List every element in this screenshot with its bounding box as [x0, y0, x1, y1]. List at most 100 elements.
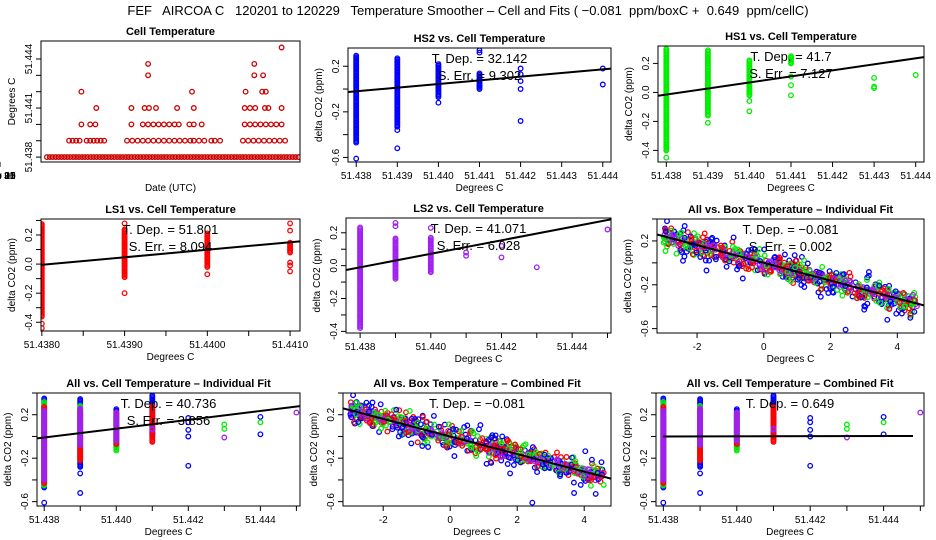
data-point-ls1 — [121, 290, 128, 297]
data-point-ls1 — [287, 268, 294, 275]
data-point-cell — [280, 154, 287, 161]
data-point-hs1 — [706, 251, 713, 258]
data-point-cell — [83, 137, 90, 144]
x-tick-label: 51.438 — [648, 515, 679, 526]
data-point-cell — [263, 154, 270, 161]
data-point-cell — [131, 154, 138, 161]
figure-title: FEF AIRCOA C 120201 to 120229 Temperatur… — [127, 3, 809, 18]
data-point-ls1 — [717, 242, 724, 249]
data-point-hs1 — [663, 154, 670, 161]
x-tick-label: 51.438 — [29, 515, 60, 526]
data-point-hs2 — [825, 290, 832, 296]
data-point-ls1 — [846, 269, 853, 276]
data-point-hs2 — [418, 433, 425, 440]
data-point-hs1 — [590, 462, 597, 469]
data-point-hs2 — [77, 470, 84, 477]
data-point-ls1 — [204, 271, 211, 278]
data-point-ls1 — [41, 320, 45, 327]
data-point-cell — [64, 154, 71, 161]
x-axis-label: Degrees C — [767, 183, 815, 194]
data-point-ls1 — [861, 292, 868, 299]
data-point-cell — [276, 137, 283, 144]
data-point-hs1 — [431, 421, 438, 428]
data-point-ls1 — [700, 234, 706, 241]
data-point-cell — [172, 154, 179, 161]
data-point-hs2 — [476, 48, 483, 54]
data-point-hs2 — [887, 298, 894, 305]
data-point-cell — [93, 154, 100, 161]
data-point-cell — [277, 154, 284, 161]
data-point-cell — [261, 137, 267, 144]
y-tick-label: -0.6 — [640, 320, 651, 338]
data-point-cell — [79, 154, 85, 161]
data-point-hs2 — [739, 275, 746, 282]
data-point-cell — [145, 137, 152, 144]
x-tick-label: 0 — [761, 342, 767, 353]
y-tick-label: -0.2 — [20, 449, 31, 467]
x-tick-label: 51.444 — [557, 342, 588, 353]
data-point-cell — [283, 154, 290, 161]
data-point-cell — [260, 72, 267, 79]
std-error-label: S. Err. = 3.856 — [127, 413, 210, 428]
x-tick-label: 51.440 — [101, 515, 132, 526]
data-point-cell — [73, 154, 80, 161]
data-point-ls1 — [204, 230, 211, 237]
chart-title: Cell Temperature — [126, 26, 215, 38]
x-tick-label: 51.444 — [245, 515, 276, 526]
data-point-cell — [178, 154, 185, 161]
y-tick-label: -0.6 — [639, 493, 650, 511]
data-point-hs2 — [435, 61, 442, 68]
data-point-cell — [251, 72, 258, 79]
data-point-cell — [257, 121, 264, 128]
data-point-hs2 — [570, 479, 577, 486]
data-point-ls2 — [357, 224, 364, 231]
data-point-hs2 — [353, 52, 360, 59]
data-point-hs2 — [394, 127, 401, 134]
data-point-cell — [145, 60, 152, 67]
data-point-hs1 — [813, 279, 819, 286]
data-point-cell — [73, 137, 80, 144]
data-point-hs2 — [842, 326, 849, 333]
data-point-ls2 — [149, 425, 156, 432]
data-point-hs1 — [761, 252, 768, 259]
data-point-cell — [128, 154, 135, 161]
data-point-cell — [43, 154, 50, 161]
data-point-hs2 — [453, 426, 460, 433]
data-point-cell — [217, 137, 224, 144]
y-axis-label: delta CO2 (ppm) — [623, 239, 634, 313]
data-point-ls2 — [584, 466, 591, 473]
data-point-cell — [176, 137, 183, 144]
data-point-hs2 — [796, 274, 803, 281]
y-tick-label: 0.2 — [641, 56, 652, 70]
y-axis-label: delta CO2 (ppm) — [624, 67, 635, 141]
data-point-ls2 — [733, 409, 740, 416]
data-point-ls1 — [896, 299, 903, 306]
chart-ls2-vs-cell: LS2 vs. Cell Temperature 51.438 51.440 51.4… — [312, 203, 612, 365]
data-point-cell — [241, 121, 248, 128]
data-point-hs2 — [681, 223, 688, 229]
data-point-hs2 — [781, 251, 788, 258]
data-point-hs2 — [876, 282, 883, 289]
data-point-cell — [97, 137, 104, 144]
data-point-ls2 — [427, 224, 434, 231]
data-point-hs2 — [534, 469, 541, 476]
data-point-cell — [134, 137, 141, 144]
data-point-hs1 — [663, 46, 670, 52]
data-point-hs1 — [391, 407, 397, 414]
data-point-hs1 — [746, 98, 753, 105]
data-point-hs2 — [662, 228, 669, 235]
data-point-cell — [237, 154, 243, 161]
y-axis-label: delta CO2 (ppm) — [7, 238, 18, 312]
data-point-hs2 — [861, 306, 868, 313]
data-point-ls1 — [391, 415, 397, 421]
x-tick-label: Feb 25 — [0, 171, 16, 182]
data-point-cell — [239, 137, 246, 144]
data-point-hs2 — [355, 419, 362, 425]
x-tick-label: 51.441 — [776, 171, 807, 182]
data-point-hs1 — [788, 82, 794, 89]
data-point-hs2 — [697, 470, 704, 477]
data-point-cell — [108, 154, 115, 161]
data-point-ls1 — [554, 449, 560, 456]
data-point-hs2 — [517, 65, 524, 72]
data-point-hs1 — [662, 248, 669, 254]
